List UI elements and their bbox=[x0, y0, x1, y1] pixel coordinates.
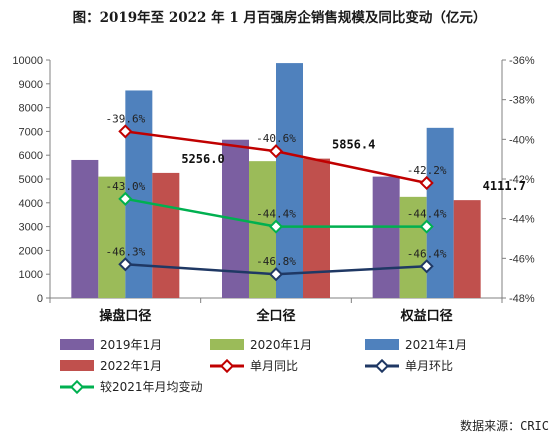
bar-3-0 bbox=[152, 172, 180, 298]
legend-label: 2021年1月 bbox=[405, 338, 467, 352]
bar-1-0 bbox=[98, 176, 126, 298]
y-tick-label: 1000 bbox=[19, 269, 43, 281]
x-category-label: 全口径 bbox=[255, 308, 295, 324]
legend-swatch bbox=[60, 360, 94, 371]
y2-tick-label: -38% bbox=[509, 95, 535, 107]
y2-tick-label: -42% bbox=[509, 174, 535, 186]
y2-tick-label: -36% bbox=[509, 55, 535, 67]
legend-marker bbox=[219, 358, 235, 374]
bar-1-2 bbox=[399, 196, 427, 298]
legend-label: 2022年1月 bbox=[100, 359, 162, 373]
line-0-marker bbox=[118, 124, 133, 139]
y-tick-label: 7000 bbox=[19, 126, 43, 138]
legend-swatch bbox=[365, 339, 399, 350]
bar-3-2 bbox=[453, 200, 481, 298]
line-2-label: -46.8% bbox=[256, 255, 296, 268]
y-tick-label: 4000 bbox=[19, 198, 43, 210]
line-0-label: -39.6% bbox=[105, 112, 145, 125]
chart-title: 图：2019年至 2022 年 1 月百强房企销售规模及同比变动（亿元） bbox=[72, 10, 487, 26]
y-tick-label: 0 bbox=[37, 293, 43, 305]
y-tick-label: 8000 bbox=[19, 103, 43, 115]
line-1-marker bbox=[419, 219, 434, 234]
line-1-marker bbox=[268, 219, 284, 234]
y-tick-label: 3000 bbox=[19, 222, 43, 234]
y2-tick-label: -40% bbox=[509, 134, 535, 146]
data-source: 数据来源：CRIC bbox=[460, 419, 549, 433]
line-1-label: -44.4% bbox=[407, 208, 447, 221]
line-0-marker bbox=[419, 175, 434, 191]
line-1-marker bbox=[118, 191, 133, 206]
bar-2-2 bbox=[426, 127, 454, 298]
legend-label: 单月同比 bbox=[250, 359, 298, 373]
y-tick-label: 6000 bbox=[19, 150, 43, 162]
legend-label: 单月环比 bbox=[405, 359, 453, 373]
x-category-label: 权益口径 bbox=[400, 308, 453, 324]
legend-label: 较2021年月均变动 bbox=[100, 379, 203, 394]
line-1-label: -43.0% bbox=[105, 180, 145, 193]
y2-tick-label: -46% bbox=[509, 253, 535, 265]
line-2-label: -46.4% bbox=[407, 247, 447, 260]
line-0-label: -42.2% bbox=[407, 164, 447, 177]
legend-swatch bbox=[210, 339, 244, 350]
bar-0-2 bbox=[372, 176, 400, 298]
line-2-marker bbox=[419, 259, 434, 274]
line-2-label: -46.3% bbox=[105, 245, 145, 258]
y2-tick-label: -44% bbox=[509, 214, 535, 226]
line-0-label: -40.6% bbox=[256, 132, 296, 145]
legend-marker bbox=[69, 379, 85, 395]
bar-0-0 bbox=[71, 159, 99, 298]
line-0-marker bbox=[268, 144, 284, 159]
bar-3-1 bbox=[303, 158, 330, 298]
bar-value-label: 5856.4 bbox=[332, 138, 375, 152]
legend-marker bbox=[374, 358, 390, 374]
legend-label: 2019年1月 bbox=[100, 338, 162, 352]
bar-value-label: 5256.0 bbox=[181, 152, 224, 166]
y-tick-label: 5000 bbox=[19, 174, 43, 186]
y2-tick-label: -48% bbox=[509, 293, 535, 305]
bar-value-label: 4111.7 bbox=[483, 179, 526, 193]
line-2-marker bbox=[268, 267, 284, 282]
y-tick-label: 10000 bbox=[12, 55, 43, 67]
y-tick-label: 9000 bbox=[19, 79, 43, 91]
legend-label: 2020年1月 bbox=[250, 338, 312, 352]
legend-swatch bbox=[60, 339, 94, 350]
x-category-label: 操盘口径 bbox=[99, 308, 151, 324]
line-2-marker bbox=[118, 257, 133, 272]
y-tick-label: 2000 bbox=[19, 245, 43, 257]
line-1-label: -44.4% bbox=[256, 208, 296, 221]
bar-2-1 bbox=[276, 63, 303, 299]
